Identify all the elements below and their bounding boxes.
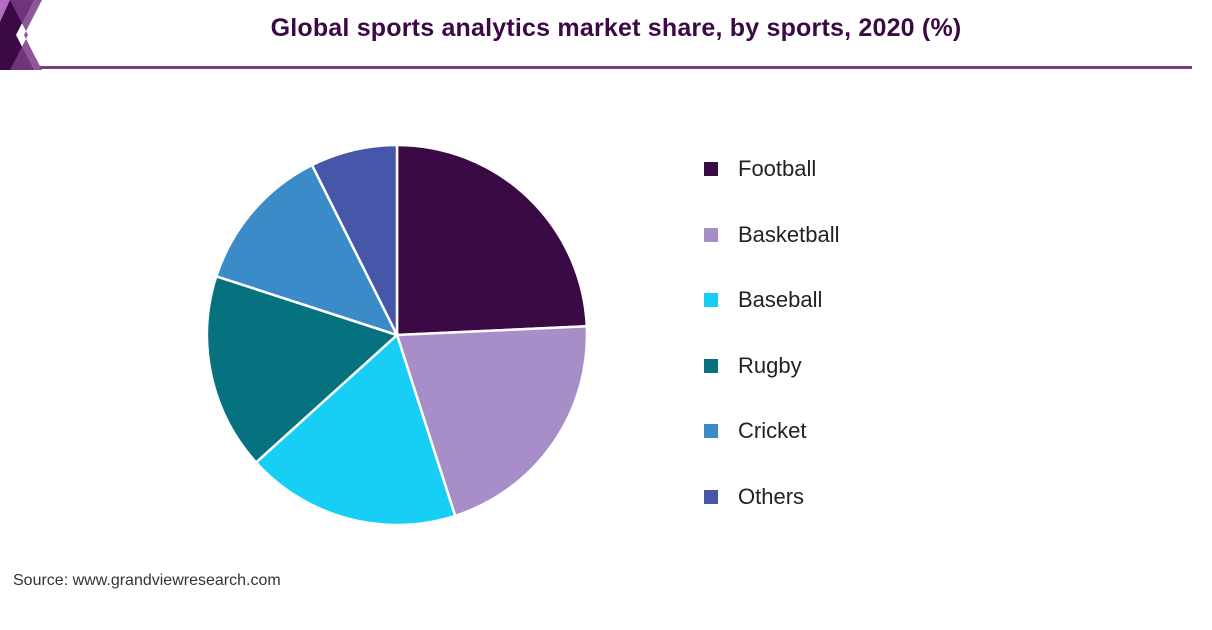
legend-swatch xyxy=(704,227,718,242)
legend-swatch xyxy=(704,358,718,373)
pie-slice-cricket xyxy=(214,163,400,338)
pie-slice-baseball xyxy=(254,332,457,527)
legend-label: Cricket xyxy=(738,418,807,443)
pie-slice-rugby xyxy=(205,274,400,465)
pie-slice-football xyxy=(395,143,589,337)
legend-label: Others xyxy=(738,483,805,509)
legend-swatch xyxy=(704,293,718,307)
pie-slice-basketball xyxy=(395,325,589,518)
legend-item-basketball: Basketball xyxy=(704,219,840,251)
pie-chart xyxy=(205,143,589,527)
legend-label: Baseball xyxy=(738,287,823,312)
pie-slice-others xyxy=(310,143,399,336)
legend-item-football: Football xyxy=(704,153,816,185)
legend-swatch xyxy=(704,424,718,438)
legend-item-baseball: Baseball xyxy=(704,284,822,316)
brand-corner-logo xyxy=(0,0,42,70)
legend-label: Basketball xyxy=(738,221,840,247)
chart-title: Global sports analytics market share, by… xyxy=(270,14,962,42)
source-note: Source: www.grandviewresearch.com xyxy=(13,572,281,589)
legend-item-others: Others xyxy=(704,481,804,513)
title-divider xyxy=(40,66,1192,69)
legend-item-cricket: Cricket xyxy=(704,415,806,447)
legend-label: Football xyxy=(738,156,817,181)
legend-item-rugby: Rugby xyxy=(704,350,802,382)
legend-label: Rugby xyxy=(738,352,802,378)
legend-swatch xyxy=(704,162,718,176)
legend-swatch xyxy=(704,489,718,504)
